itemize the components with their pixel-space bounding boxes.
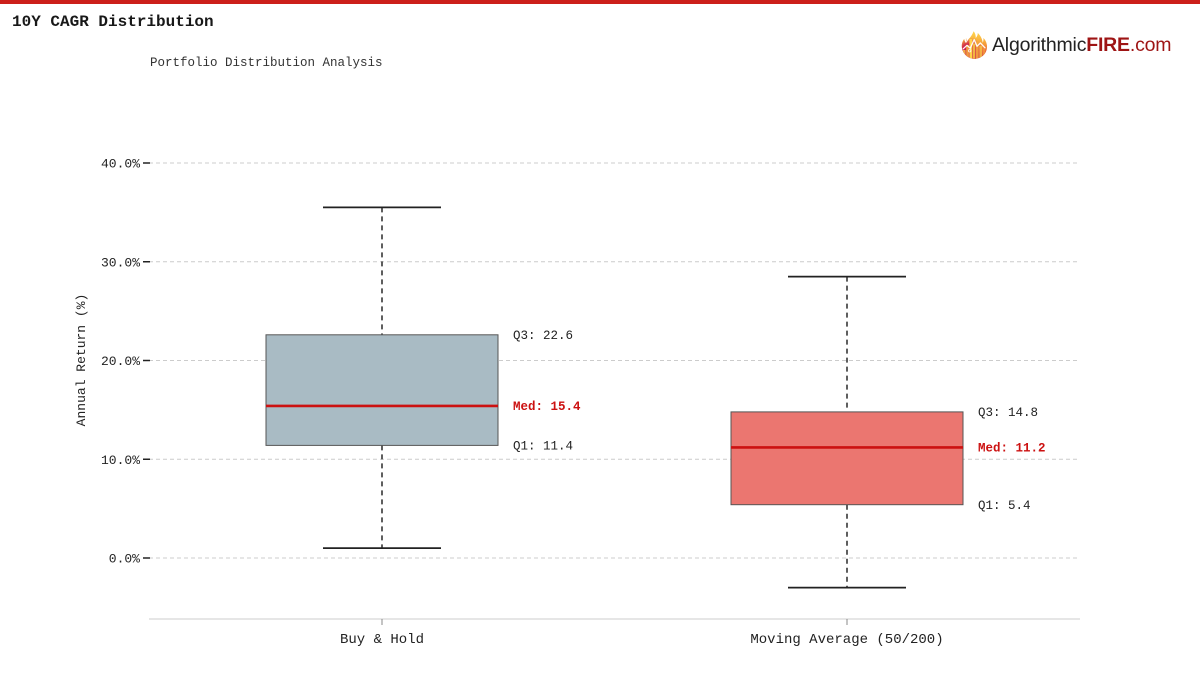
- svg-text:Annual Return (%): Annual Return (%): [74, 294, 89, 427]
- svg-text:20.0%: 20.0%: [101, 354, 140, 369]
- svg-text:Buy & Hold: Buy & Hold: [340, 632, 424, 648]
- svg-text:10.0%: 10.0%: [101, 453, 140, 468]
- svg-text:0.0%: 0.0%: [109, 552, 140, 567]
- svg-text:30.0%: 30.0%: [101, 255, 140, 270]
- svg-text:Q3: 22.6: Q3: 22.6: [513, 329, 573, 343]
- svg-text:Med: 11.2: Med: 11.2: [978, 442, 1046, 456]
- svg-text:Med: 15.4: Med: 15.4: [513, 400, 581, 414]
- svg-text:Q1: 5.4: Q1: 5.4: [978, 499, 1031, 513]
- svg-text:Q1: 11.4: Q1: 11.4: [513, 440, 573, 454]
- svg-text:Moving Average (50/200): Moving Average (50/200): [750, 632, 943, 648]
- svg-text:40.0%: 40.0%: [101, 157, 140, 172]
- svg-text:Q3: 14.8: Q3: 14.8: [978, 406, 1038, 420]
